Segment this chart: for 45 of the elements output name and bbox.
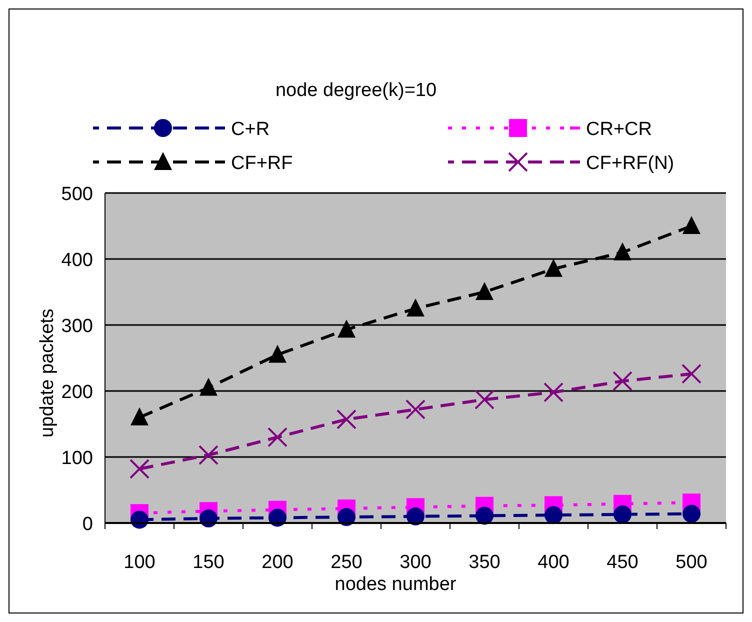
point: [198, 445, 218, 466]
point: [476, 506, 494, 525]
point: [406, 507, 424, 526]
y-tick-label: 0: [82, 514, 93, 535]
point: [544, 506, 562, 524]
point: [130, 407, 148, 426]
x-tick-label: 200: [262, 552, 294, 573]
x-tick-label: 450: [606, 552, 638, 573]
point: [406, 298, 424, 316]
x-tick-label: 300: [400, 552, 432, 573]
x-tick-label: 500: [676, 552, 708, 573]
point: [336, 409, 356, 430]
x-tick-label: 350: [468, 552, 500, 573]
y-tick-label: 100: [61, 448, 93, 469]
chart-title: node degree(k)=10: [275, 80, 437, 101]
point: [544, 382, 564, 402]
point: [474, 390, 494, 410]
point: [130, 458, 150, 479]
x-tick-label: 100: [124, 552, 156, 573]
point: [200, 378, 218, 396]
legend-label: C+R: [231, 119, 270, 140]
y-axis-title: update packets: [37, 308, 58, 438]
point: [406, 399, 426, 420]
point: [544, 258, 562, 277]
point: [614, 505, 632, 524]
legend-label: CF+RF: [231, 153, 293, 174]
y-tick-label: 200: [61, 382, 93, 403]
point: [614, 242, 632, 260]
point: [612, 371, 632, 392]
x-tick-label: 400: [538, 552, 570, 573]
y-tick-label: 300: [61, 316, 93, 337]
point: [268, 427, 288, 448]
legend-label: CF+RF(N): [586, 153, 674, 174]
legend-label: CR+CR: [586, 119, 652, 140]
y-tick-label: 400: [61, 250, 93, 271]
point: [476, 282, 494, 300]
y-tick-label: 500: [61, 184, 93, 205]
x-axis-title: nodes number: [334, 574, 457, 595]
point: [682, 504, 700, 523]
point: [682, 216, 700, 234]
point: [268, 344, 286, 363]
x-tick-label: 250: [330, 552, 362, 573]
point: [338, 320, 356, 338]
x-tick-label: 150: [192, 552, 224, 573]
point: [682, 364, 702, 384]
